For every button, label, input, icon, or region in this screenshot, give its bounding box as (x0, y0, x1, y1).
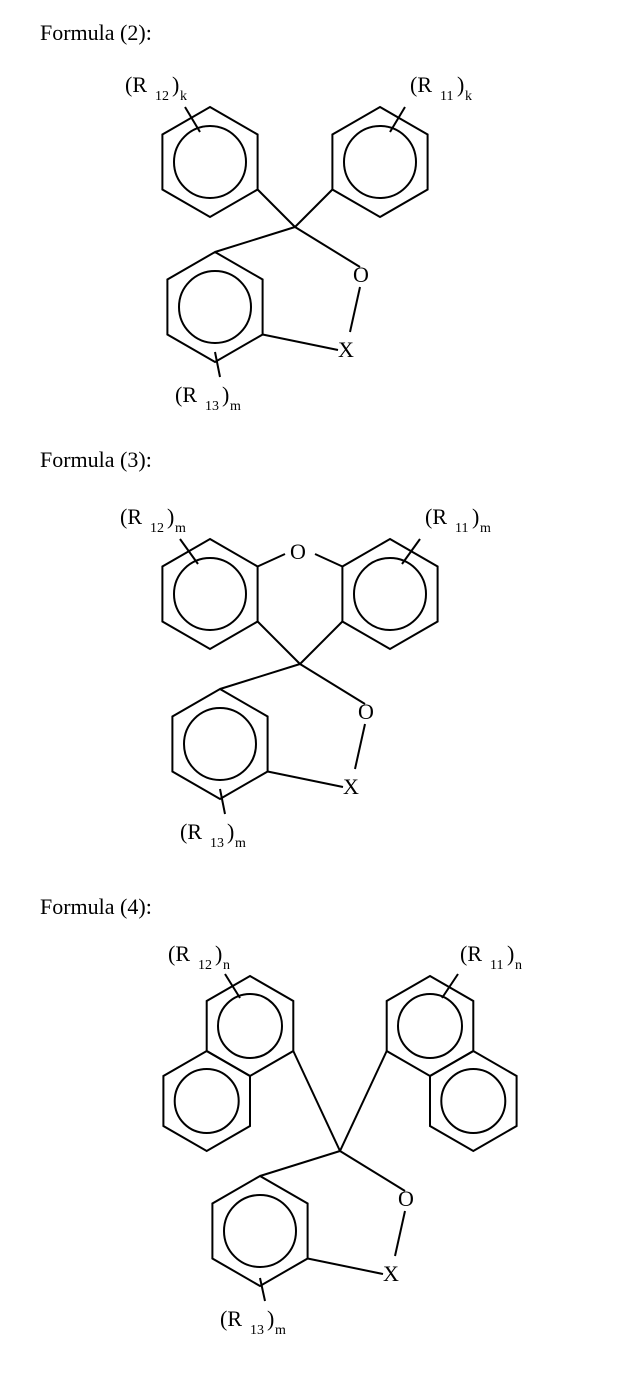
svg-text:O: O (358, 699, 374, 724)
svg-text:(R: (R (125, 72, 147, 97)
svg-text:X: X (338, 337, 354, 362)
svg-text:(R: (R (168, 941, 190, 966)
svg-text:11: 11 (490, 958, 503, 973)
svg-text:): ) (167, 504, 174, 529)
page-root: Formula (2): (0, 0, 638, 1381)
svg-text:m: m (480, 521, 491, 536)
formula-4-label: Formula (4): (40, 894, 628, 920)
svg-text:n: n (223, 958, 230, 973)
formula-3-diagram: (R 12 ) m (R 11 ) m O (R 13 ) m O X (80, 479, 628, 884)
svg-text:11: 11 (455, 521, 468, 536)
svg-text:13: 13 (250, 1323, 264, 1338)
svg-text:): ) (457, 72, 464, 97)
svg-text:): ) (267, 1306, 274, 1331)
svg-text:O: O (353, 262, 369, 287)
svg-text:m: m (235, 836, 246, 851)
svg-text:k: k (180, 89, 187, 104)
svg-text:n: n (515, 958, 522, 973)
svg-text:12: 12 (155, 89, 169, 104)
svg-text:12: 12 (198, 958, 212, 973)
svg-text:m: m (275, 1323, 286, 1338)
svg-text:): ) (215, 941, 222, 966)
svg-text:(R: (R (180, 819, 202, 844)
svg-text:X: X (343, 774, 359, 799)
svg-text:12: 12 (150, 521, 164, 536)
formula-3-label: Formula (3): (40, 447, 628, 473)
svg-text:m: m (230, 399, 241, 414)
svg-text:13: 13 (210, 836, 224, 851)
formula-2-label: Formula (2): (40, 20, 628, 46)
svg-text:(R: (R (410, 72, 432, 97)
svg-text:O: O (398, 1186, 414, 1211)
svg-text:(R: (R (120, 504, 142, 529)
svg-text:): ) (507, 941, 514, 966)
formula-2-diagram: (R 12 ) k (R 11 ) k (R 13 ) m O X (80, 52, 628, 437)
svg-text:k: k (465, 89, 472, 104)
svg-text:(R: (R (175, 382, 197, 407)
svg-text:O: O (290, 539, 306, 564)
svg-text:): ) (227, 819, 234, 844)
svg-text:): ) (472, 504, 479, 529)
svg-text:(R: (R (220, 1306, 242, 1331)
svg-text:11: 11 (440, 89, 453, 104)
svg-text:X: X (383, 1261, 399, 1286)
svg-text:13: 13 (205, 399, 219, 414)
svg-text:(R: (R (460, 941, 482, 966)
svg-text:): ) (222, 382, 229, 407)
formula-4-diagram: (R 12 ) n (R 11 ) n (R 13 ) m O X (80, 926, 628, 1361)
svg-text:m: m (175, 521, 186, 536)
svg-text:): ) (172, 72, 179, 97)
svg-text:(R: (R (425, 504, 447, 529)
